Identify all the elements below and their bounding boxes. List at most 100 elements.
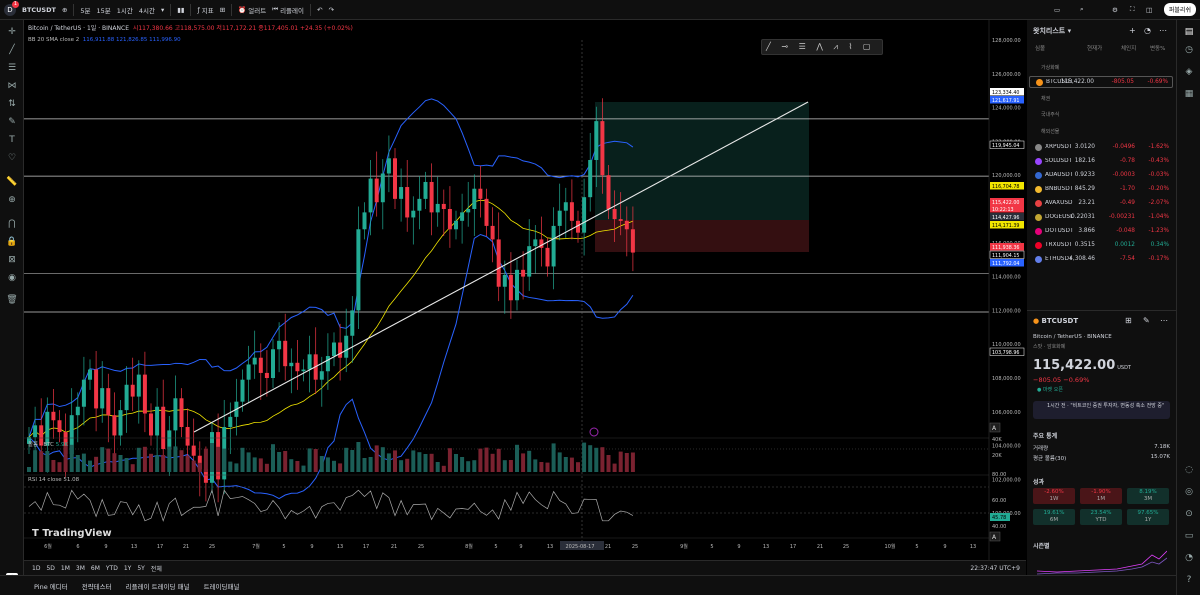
text-icon[interactable]: T — [9, 135, 15, 145]
event-marker-icon[interactable] — [589, 427, 599, 437]
range-ytd[interactable]: YTD — [105, 564, 118, 572]
calendar-icon[interactable]: ▦ — [1184, 89, 1194, 99]
long-position-profit-zone[interactable] — [595, 102, 809, 220]
fullscreen-icon[interactable]: ⛶ — [1130, 5, 1135, 13]
symbol-search[interactable]: BTCUSDT — [22, 5, 56, 14]
settings-icon[interactable]: ⚙ — [1112, 5, 1118, 14]
trendline[interactable] — [193, 101, 809, 433]
chart-pane[interactable]: 128,000.00126,000.00124,000.00122,000.00… — [24, 20, 1026, 560]
interval-dropdown-icon[interactable]: ▾ — [161, 5, 165, 14]
watchlist-row[interactable]: XRPUSDT 3.0120 -0.0496 -1.62% — [1029, 141, 1173, 153]
tab-trading-panel[interactable]: 트레이딩패널 — [203, 582, 240, 591]
performance-tile[interactable]: 97.65% 1Y — [1127, 509, 1169, 525]
idea-icon[interactable]: ◎ — [1185, 487, 1193, 497]
rsi-legend[interactable]: RSI 14 close 51.08 — [28, 477, 80, 483]
timezone-clock[interactable]: 22:37:47 UTC+9 — [970, 564, 1020, 572]
more-icon[interactable]: ⋯ — [1159, 26, 1167, 35]
add-symbol-icon[interactable]: + — [1129, 26, 1136, 35]
watchlist-row[interactable]: ADAUSDT 0.9233 -0.0003 -0.03% — [1029, 169, 1173, 181]
interval-15m[interactable]: 15분 — [96, 6, 111, 15]
range-1y[interactable]: 1Y — [123, 564, 132, 572]
trash-icon[interactable]: 🗑 — [6, 295, 18, 305]
tab-replay-panel[interactable]: 리플레이 트레이딩 패널 — [125, 582, 190, 591]
publish-button[interactable]: 퍼블리쉬 — [1163, 3, 1196, 16]
range-3m[interactable]: 3M — [75, 564, 85, 572]
range-1d[interactable]: 1D — [32, 564, 41, 572]
camera-icon[interactable]: ◫ — [1146, 5, 1153, 14]
detail-symbol[interactable]: ● BTCUSDT — [1033, 317, 1079, 325]
watchlist-row[interactable]: BNBUSDT 845.29 -1.70 -0.20% — [1029, 183, 1173, 195]
magnet-icon[interactable]: ⋂ — [8, 219, 16, 229]
clock-icon[interactable]: ◔ — [1144, 26, 1151, 35]
notifications-icon[interactable]: ◔ — [1185, 553, 1193, 563]
watchlist-row[interactable]: DOTUSDT 3.866 -0.048 -1.23% — [1029, 225, 1173, 237]
edit-icon[interactable]: ✎ — [1143, 316, 1150, 325]
broadcast-icon[interactable]: ⊙ — [1185, 509, 1193, 519]
layout-icon[interactable]: ⊞ — [1125, 316, 1132, 325]
interval-1h[interactable]: 1시간 — [116, 6, 133, 15]
eye-icon[interactable]: ◉ — [8, 273, 16, 283]
fib-icon[interactable]: ☰ — [7, 63, 17, 73]
performance-tile[interactable]: -1.90% 1M — [1080, 488, 1122, 504]
layout-icon[interactable]: ⊞ — [219, 5, 226, 14]
tab-strategy-tester[interactable]: 전략테스터 — [81, 582, 112, 591]
layout-grid-icon[interactable]: ▭ — [1054, 5, 1061, 14]
help-icon[interactable]: ? — [1186, 575, 1192, 585]
undo-icon[interactable]: ↶ — [316, 5, 323, 14]
candle-body — [228, 416, 233, 428]
redo-icon[interactable]: ↷ — [328, 5, 334, 14]
lock-icon[interactable]: 🔒 — [6, 237, 18, 247]
range-all[interactable]: 전체 — [150, 565, 162, 573]
chat-icon[interactable]: ◌ — [1185, 465, 1193, 475]
lock-drawing-icon[interactable]: ⊠ — [8, 255, 16, 265]
range-1m[interactable]: 1M — [60, 564, 70, 572]
ruler-icon[interactable]: 📏 — [6, 177, 18, 187]
watchlist-row[interactable]: TRXUSDT 0.3515 0.0012 0.34% — [1029, 239, 1173, 251]
search-icon[interactable]: ⌕ — [1080, 5, 1084, 13]
watchlist-title[interactable]: 왓치리스트 ▾ — [1033, 27, 1072, 35]
bb-legend[interactable]: BB 20 SMA close 2 116,911.88 121,826.85 … — [28, 37, 181, 43]
interval-5m[interactable]: 5분 — [80, 6, 91, 15]
alert-clock-icon[interactable]: ◷ — [1185, 45, 1193, 55]
pattern-icon[interactable]: ⋈ — [7, 81, 17, 91]
performance-tile[interactable]: 19.61% 6M — [1033, 509, 1075, 525]
drawing-float-toolbar[interactable]: ╱ ⊸ ☰ ⋀ ⩘ ⌇ ▢ — [761, 39, 883, 55]
performance-tile[interactable]: 23.54% YTD — [1080, 509, 1122, 525]
indicators-button[interactable]: ƒ 지표 — [197, 5, 214, 15]
performance-tile[interactable]: 8.19% 3M — [1127, 488, 1169, 504]
forecast-icon[interactable]: ⇅ — [8, 99, 16, 109]
news-item[interactable]: 1시간 전 · "비트코인 증권 투자자, 변동성 축소 전망 중" — [1033, 401, 1170, 419]
long-position-loss-zone[interactable] — [595, 220, 809, 252]
zoom-icon[interactable]: ⊕ — [8, 195, 16, 205]
watchlist-icon[interactable]: ▤ — [1184, 27, 1194, 37]
range-5d[interactable]: 5D — [46, 564, 55, 572]
range-6m[interactable]: 6M — [90, 564, 100, 572]
heart-icon[interactable]: ♡ — [7, 153, 17, 163]
section-bonds[interactable]: 채권 — [1041, 96, 1051, 102]
section-kr-stocks[interactable]: 국내주식 — [1041, 112, 1060, 118]
watchlist-row[interactable]: BTCUSDT 115,422.00 -805.05 -0.69% — [1029, 76, 1173, 88]
trendline-icon[interactable]: ╱ — [9, 45, 15, 55]
section-futures[interactable]: 해외선물 — [1041, 129, 1060, 135]
performance-tile[interactable]: -2.60% 1W — [1033, 488, 1075, 504]
interval-4h[interactable]: 4시간 — [138, 6, 156, 15]
volume-legend[interactable]: 볼륨 · BTC 5.9K — [28, 442, 69, 448]
brush-icon[interactable]: ✎ — [8, 117, 16, 127]
chart-type-icon[interactable]: ▮▮ — [177, 5, 185, 14]
watchlist-row[interactable]: SOLUSDT 182.16 -0.78 -0.43% — [1029, 155, 1173, 167]
chat-bubble-icon[interactable]: ▭ — [1184, 531, 1194, 541]
crosshair-icon[interactable]: ✛ — [8, 27, 16, 37]
layers-icon[interactable]: ◈ — [1185, 67, 1193, 77]
tab-pine-editor[interactable]: Pine 에디터 — [34, 582, 68, 591]
range-5y[interactable]: 5Y — [137, 564, 145, 572]
replay-button[interactable]: ⏮ 리플레이 — [272, 5, 304, 15]
alert-button[interactable]: ⏰ 얼러트 — [238, 5, 267, 15]
tradingview-logo[interactable]: 𝗧 TradingView — [32, 528, 112, 539]
watchlist-row[interactable]: DOGEUSDT0.22031 -0.00231 -1.04% — [1029, 211, 1173, 223]
watchlist-row[interactable]: ETHUSDT 4,308.46 -7.54 -0.17% — [1029, 253, 1173, 265]
add-symbol-icon[interactable]: ⊕ — [61, 5, 68, 14]
watchlist-row[interactable]: AVAXUSDT 23.21 -0.49 -2.07% — [1029, 197, 1173, 209]
more-icon[interactable]: ⋯ — [1160, 316, 1168, 325]
section-crypto[interactable]: 가상화폐 — [1041, 65, 1060, 71]
